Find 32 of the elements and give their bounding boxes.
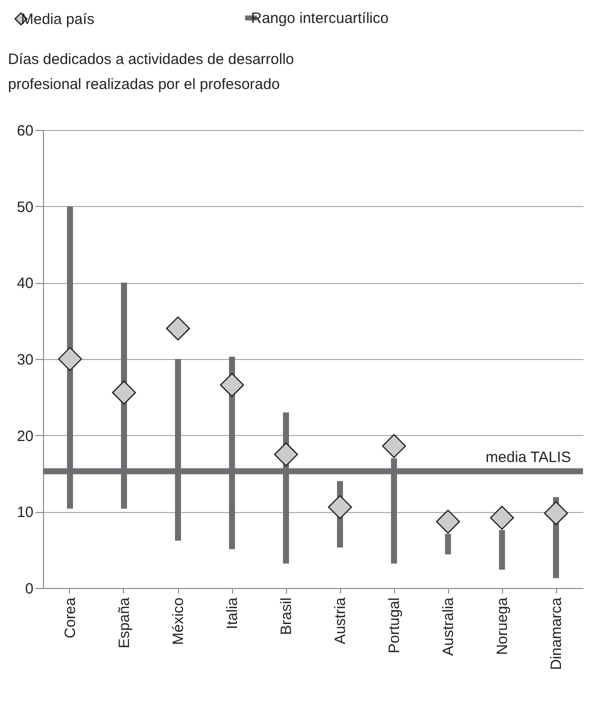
y-tick-label: 40 [16,275,34,292]
x-tick-label: México [170,598,187,646]
x-tick-label: Australia [440,596,457,656]
point [274,442,298,466]
bar [445,534,451,554]
bar [499,530,505,570]
y-tick-label: 60 [16,122,34,140]
point [544,501,568,526]
point [436,510,460,534]
y-tick-label: 30 [16,352,34,368]
x-tick-label: Brasil [278,598,295,636]
point [328,495,352,520]
x-tick-label: Dinamarca [548,596,565,670]
x-tick-label: España [116,596,133,648]
x-tick-label: Noruega [494,596,511,656]
legend-label: Rango intercuartílico [251,10,389,27]
point [220,372,244,397]
chart-title: Días dedicados a actividades de desarrollo profesional realizadas por el profesorado [8,51,294,93]
point [166,316,190,340]
x-tick-label: Austria [332,596,349,644]
y-tick-label: 0 [25,580,34,598]
y-tick-label: 20 [16,428,34,445]
x-tick-label: Portugal [386,598,403,654]
point [490,506,514,530]
point [112,380,136,405]
point [382,434,406,458]
point [58,347,82,371]
x-tick-label: Italia [224,596,241,630]
ref-line-label: media TALIS [486,449,571,466]
x-tick-label: Corea [62,596,79,638]
y-tick-label: 50 [16,198,34,216]
y-tick-label: 10 [16,504,34,522]
